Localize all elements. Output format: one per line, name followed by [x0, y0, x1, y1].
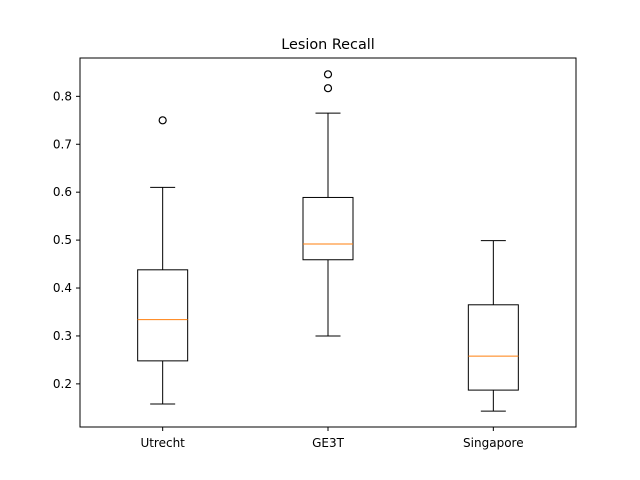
x-tick-label: GE3T — [312, 436, 345, 450]
x-tick-label: Singapore — [463, 436, 524, 450]
outlier-point — [158, 116, 167, 125]
y-tick-label: 0.7 — [53, 137, 72, 151]
x-axis: Utrecht GE3T Singapore — [140, 427, 524, 450]
chart-title: Lesion Recall — [281, 37, 375, 53]
y-tick-label: 0.8 — [53, 89, 72, 103]
y-axis: 0.2 0.3 0.4 0.5 0.6 0.7 0.8 — [53, 89, 80, 391]
x-tick-label: Utrecht — [140, 436, 185, 450]
outlier-point — [323, 84, 333, 93]
y-tick-label: 0.3 — [53, 329, 72, 343]
iqr-box — [467, 304, 519, 391]
y-tick-label: 0.5 — [53, 233, 72, 247]
box-plot-marks — [137, 70, 519, 412]
y-tick-label: 0.4 — [53, 281, 72, 295]
iqr-box — [137, 269, 189, 362]
iqr-box — [302, 196, 354, 261]
y-tick-label: 0.2 — [53, 377, 72, 391]
box-group-0 — [137, 116, 189, 405]
outlier-point — [323, 70, 333, 79]
y-tick-label: 0.6 — [53, 185, 72, 199]
box-group-2 — [467, 240, 519, 412]
box-group-1 — [302, 70, 354, 337]
